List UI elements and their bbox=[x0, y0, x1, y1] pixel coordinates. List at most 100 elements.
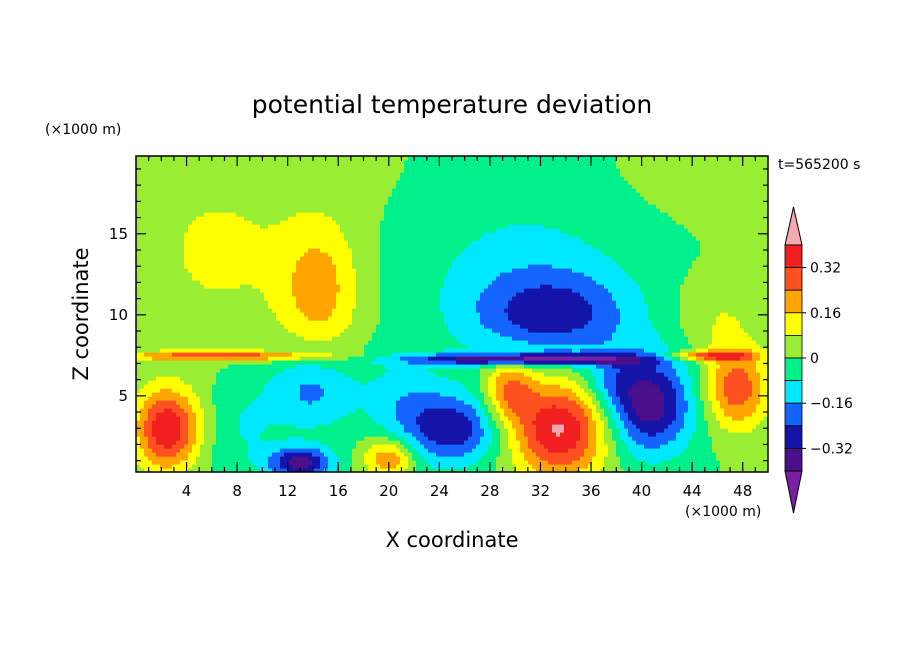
contour-cell bbox=[584, 356, 589, 361]
contour-cell bbox=[644, 456, 649, 461]
contour-cell bbox=[148, 436, 153, 441]
contour-cell bbox=[548, 440, 553, 445]
contour-cell bbox=[540, 416, 545, 421]
contour-cell bbox=[640, 428, 645, 433]
contour-cell bbox=[612, 456, 617, 461]
contour-cell bbox=[532, 408, 537, 413]
contour-cell bbox=[636, 436, 641, 441]
contour-cell bbox=[424, 384, 429, 389]
contour-cell bbox=[468, 352, 473, 357]
contour-cell bbox=[592, 444, 597, 449]
contour-cell bbox=[464, 352, 469, 357]
contour-cell bbox=[628, 452, 633, 457]
contour-cell bbox=[676, 412, 681, 417]
contour-cell bbox=[608, 452, 613, 457]
contour-cell bbox=[292, 404, 297, 409]
contour-cell bbox=[580, 456, 585, 461]
contour-cell bbox=[148, 380, 153, 385]
contour-cell bbox=[640, 460, 645, 465]
contour-cell bbox=[452, 440, 457, 445]
contour-cell bbox=[292, 352, 297, 357]
contour-cell bbox=[704, 452, 709, 457]
contour-cell bbox=[688, 364, 693, 369]
contour-cell bbox=[680, 384, 685, 389]
contour-cell bbox=[636, 356, 641, 361]
contour-cell bbox=[688, 400, 693, 405]
contour-cell bbox=[568, 360, 573, 365]
contour-cell bbox=[556, 432, 561, 437]
contour-cell bbox=[616, 368, 621, 373]
contour-cell bbox=[328, 356, 333, 361]
contour-cell bbox=[152, 432, 157, 437]
contour-cell bbox=[492, 464, 497, 469]
contour-cell bbox=[284, 460, 289, 465]
contour-cell bbox=[284, 360, 289, 365]
contour-cell bbox=[392, 456, 397, 461]
contour-cell bbox=[512, 452, 517, 457]
contour-cell bbox=[248, 436, 253, 441]
contour-cell bbox=[236, 408, 241, 413]
contour-cell bbox=[264, 352, 269, 357]
contour-cell bbox=[492, 400, 497, 405]
contour-cell bbox=[604, 352, 609, 357]
contour-cell bbox=[216, 364, 221, 369]
contour-cell bbox=[656, 412, 661, 417]
contour-cell bbox=[396, 428, 401, 433]
contour-cell bbox=[140, 416, 145, 421]
contour-cell bbox=[356, 440, 361, 445]
contour-cell bbox=[636, 348, 641, 353]
contour-cell bbox=[680, 408, 685, 413]
contour-cell bbox=[216, 404, 221, 409]
contour-cell bbox=[232, 432, 237, 437]
contour-cell bbox=[356, 376, 361, 381]
contour-cell bbox=[176, 440, 181, 445]
contour-cell bbox=[196, 432, 201, 437]
contour-cell bbox=[472, 436, 477, 441]
contour-cell bbox=[760, 448, 765, 453]
contour-cell bbox=[588, 400, 593, 405]
contour-cell bbox=[504, 408, 509, 413]
contour-cell bbox=[228, 408, 233, 413]
contour-cell bbox=[256, 400, 261, 405]
contour-cell bbox=[540, 408, 545, 413]
contour-cell bbox=[284, 400, 289, 405]
contour-cell bbox=[620, 356, 625, 361]
contour-cell bbox=[220, 352, 225, 357]
contour-cell bbox=[408, 344, 413, 349]
contour-cell bbox=[440, 468, 445, 472]
contour-cell bbox=[656, 444, 661, 449]
contour-cell bbox=[364, 432, 369, 437]
contour-cell bbox=[140, 344, 145, 349]
contour-cell bbox=[152, 444, 157, 449]
contour-cell bbox=[336, 420, 341, 425]
contour-cell bbox=[376, 384, 381, 389]
contour-cell bbox=[252, 352, 257, 357]
contour-cell bbox=[360, 420, 365, 425]
contour-cell bbox=[592, 364, 597, 369]
contour-cell bbox=[380, 356, 385, 361]
contour-cell bbox=[744, 396, 749, 401]
contour-cell bbox=[736, 460, 741, 465]
contour-cell bbox=[452, 364, 457, 369]
contour-cell bbox=[736, 388, 741, 393]
contour-cell bbox=[704, 388, 709, 393]
contour-cell bbox=[332, 388, 337, 393]
contour-cell bbox=[572, 376, 577, 381]
contour-cell bbox=[316, 448, 321, 453]
contour-cell bbox=[512, 392, 517, 397]
contour-cell bbox=[544, 436, 549, 441]
contour-cell bbox=[480, 356, 485, 361]
contour-cell bbox=[260, 364, 265, 369]
contour-cell bbox=[664, 400, 669, 405]
contour-cell bbox=[364, 452, 369, 457]
contour-cell bbox=[540, 380, 545, 385]
contour-cell bbox=[292, 456, 297, 461]
contour-cell bbox=[192, 348, 197, 353]
contour-cell bbox=[416, 364, 421, 369]
contour-cell bbox=[180, 360, 185, 365]
contour-cell bbox=[420, 372, 425, 377]
contour-cell bbox=[296, 396, 301, 401]
contour-cell bbox=[232, 376, 237, 381]
contour-cell bbox=[524, 428, 529, 433]
contour-cell bbox=[696, 360, 701, 365]
